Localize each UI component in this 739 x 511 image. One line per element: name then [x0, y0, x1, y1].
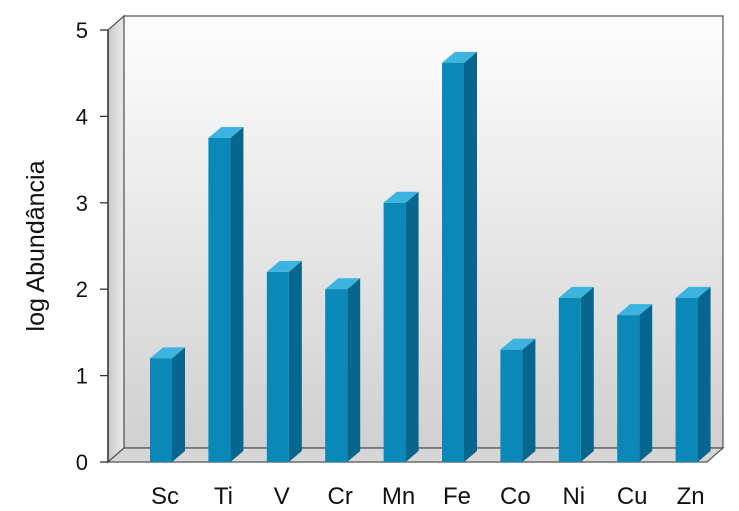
bar-top: [208, 127, 244, 138]
x-tick-label-co: Co: [500, 483, 531, 510]
y-tick-label: 5: [76, 18, 88, 43]
bar-fe: [442, 51, 477, 462]
y-tick-label: 3: [76, 191, 88, 216]
bar-front: [675, 297, 698, 462]
bar-top: [617, 304, 653, 316]
x-tick-label-sc: Sc: [151, 483, 179, 510]
bar-top: [150, 347, 185, 359]
bar-front: [325, 289, 348, 462]
bar-co: [500, 338, 536, 462]
bar-front: [208, 138, 231, 462]
bar-front: [383, 202, 406, 463]
bar-front: [442, 62, 464, 462]
bar-top: [325, 278, 361, 290]
bar-cr: [325, 278, 361, 462]
plot-side-wall: [107, 14, 125, 464]
bars: [150, 51, 711, 463]
bar-v: [266, 260, 302, 462]
bar-top: [383, 191, 419, 203]
x-tick-label-ti: Ti: [214, 483, 233, 510]
y-tick-label: 1: [76, 364, 88, 389]
y-axis-ticks: 0 1 2 3 4 5: [76, 18, 108, 475]
bar-top: [558, 286, 594, 298]
bar-top: [675, 286, 711, 298]
y-tick-label: 4: [76, 104, 88, 129]
x-tick-label-ni: Ni: [562, 483, 585, 510]
bar-zn: [675, 286, 711, 462]
bar-side: [639, 304, 653, 462]
bar-top: [442, 51, 477, 63]
bar-side: [230, 127, 244, 462]
x-tick-label-mn: Mn: [382, 483, 415, 510]
x-axis-labels: Sc Ti V Cr Mn Fe Co Ni Cu Zn: [151, 483, 705, 510]
bar-side: [580, 286, 594, 462]
bar-cu: [617, 304, 653, 462]
bar-side: [405, 191, 419, 463]
bar-ni: [558, 286, 594, 462]
bar-front: [617, 315, 640, 462]
bar-side: [172, 347, 185, 462]
x-tick-label-v: V: [274, 483, 290, 510]
x-tick-label-zn: Zn: [677, 483, 705, 510]
x-tick-label-cu: Cu: [617, 483, 648, 510]
bar-front: [500, 349, 523, 462]
bar-side: [464, 51, 477, 462]
bar-front: [266, 271, 289, 462]
bar-top: [266, 260, 302, 272]
bar-side: [522, 338, 536, 462]
bar-top: [500, 338, 536, 350]
bar-ti: [208, 127, 244, 462]
bar-side: [347, 278, 361, 462]
y-tick-label: 0: [76, 450, 88, 475]
y-tick-label: 2: [76, 277, 88, 302]
y-axis-title: log Abundância: [22, 160, 50, 331]
bar-mn: [383, 191, 419, 463]
bar-front: [558, 297, 581, 462]
bar-side: [697, 286, 711, 462]
bar-sc: [150, 347, 185, 462]
x-tick-label-fe: Fe: [443, 483, 471, 510]
x-tick-label-cr: Cr: [328, 483, 353, 510]
bar-front: [150, 358, 172, 462]
bar-side: [288, 260, 302, 462]
